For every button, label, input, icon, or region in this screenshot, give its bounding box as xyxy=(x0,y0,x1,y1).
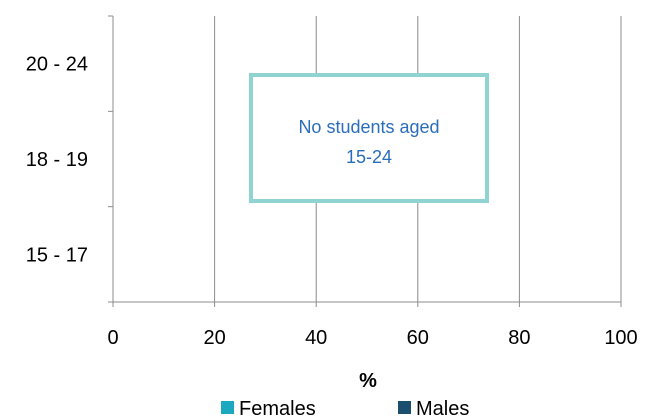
x-axis-ticks: 0 20 40 60 80 100 xyxy=(107,302,638,349)
x-tick-label: 100 xyxy=(604,327,637,349)
x-tick-label: 0 xyxy=(107,327,118,349)
x-axis-label: % xyxy=(359,370,377,392)
annotation-line-1: No students aged xyxy=(298,117,439,137)
y-tick-label: 18 - 19 xyxy=(26,149,88,171)
y-axis-ticks: 15 - 17 18 - 19 20 - 24 xyxy=(26,15,113,303)
legend: Females Males xyxy=(221,398,469,419)
legend-label-males: Males xyxy=(416,398,469,419)
legend-swatch-females xyxy=(221,401,234,414)
legend-label-females: Females xyxy=(239,398,316,419)
x-tick-label: 40 xyxy=(305,327,327,349)
annotation-box: No students aged 15-24 xyxy=(249,73,489,203)
annotation-line-2: 15-24 xyxy=(346,147,392,167)
annotation-border xyxy=(249,73,489,203)
legend-swatch-males xyxy=(398,401,411,414)
x-tick-label: 60 xyxy=(407,327,429,349)
y-tick-label: 15 - 17 xyxy=(26,244,88,266)
y-tick-label: 20 - 24 xyxy=(26,54,88,76)
x-tick-label: 20 xyxy=(203,327,225,349)
x-tick-label: 80 xyxy=(508,327,530,349)
